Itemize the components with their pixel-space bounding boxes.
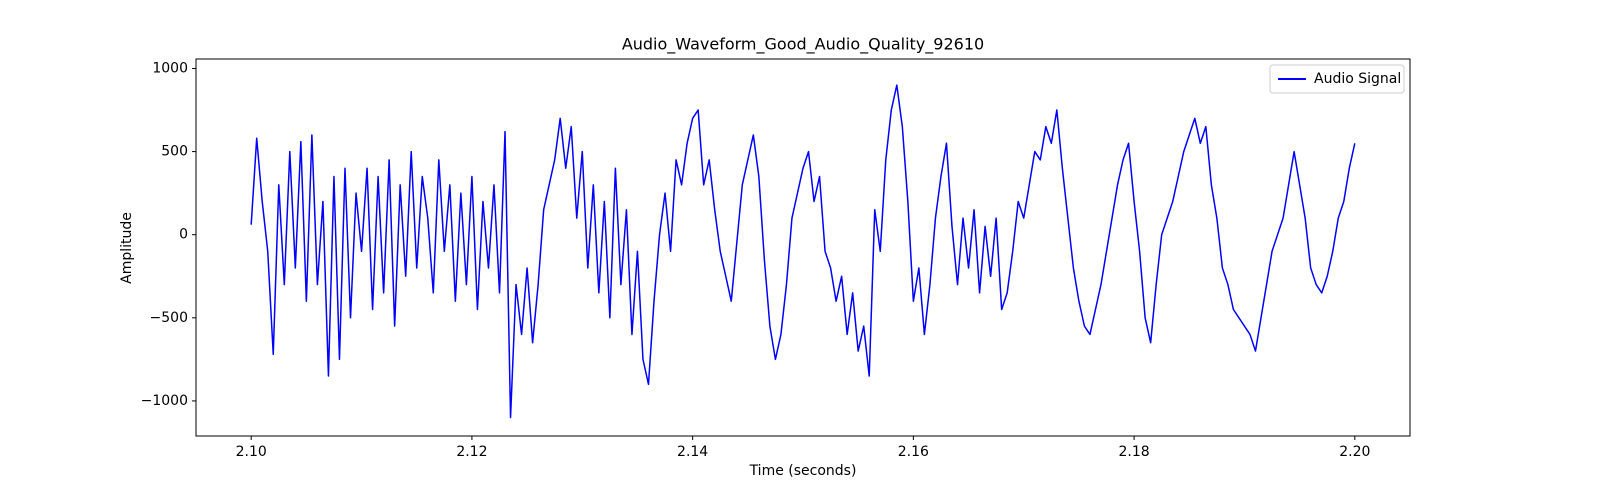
y-tick-label: 0 <box>179 227 188 243</box>
series-line <box>250 84 1356 419</box>
legend: Audio Signal <box>1269 64 1405 94</box>
y-tick-label: −1000 <box>141 393 188 409</box>
y-axis-label: Amplitude <box>119 212 135 284</box>
x-tick-label: 2.10 <box>236 444 267 460</box>
legend-label: Audio Signal <box>1314 71 1401 87</box>
x-tick-label: 2.14 <box>677 444 708 460</box>
x-tick-label: 2.20 <box>1339 444 1370 460</box>
x-axis-label: Time (seconds) <box>749 463 857 479</box>
x-tick-label: 2.16 <box>898 444 929 460</box>
y-tick-label: 500 <box>161 144 188 160</box>
x-tick-label: 2.12 <box>456 444 487 460</box>
y-tick-label: 1000 <box>152 60 188 76</box>
y-tick-label: −500 <box>150 310 188 326</box>
plot-frame <box>195 58 1411 437</box>
legend-box <box>1269 64 1405 94</box>
chart-title: Audio_Waveform_Good_Audio_Quality_92610 <box>622 35 984 55</box>
x-tick-label: 2.18 <box>1119 444 1150 460</box>
